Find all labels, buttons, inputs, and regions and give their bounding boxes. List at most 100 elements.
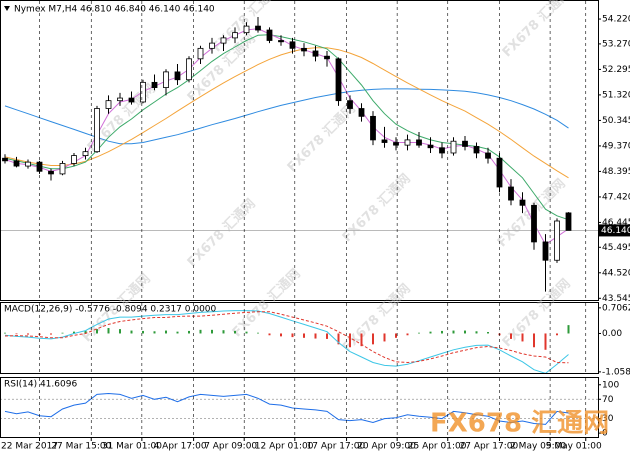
candle-body bbox=[278, 40, 284, 43]
macd-histogram-bar bbox=[211, 329, 213, 334]
candle-body bbox=[105, 100, 112, 109]
macd-histogram-bar bbox=[383, 333, 386, 342]
candle-body bbox=[404, 139, 411, 146]
macd-histogram-bar bbox=[544, 333, 547, 350]
macd-histogram-bar bbox=[199, 329, 202, 334]
macd-histogram-bar bbox=[165, 330, 167, 334]
macd-histogram-bar bbox=[153, 331, 156, 334]
candle-body bbox=[128, 97, 135, 103]
candle-body bbox=[220, 37, 227, 44]
main-plot bbox=[1, 16, 598, 292]
macd-histogram-bar bbox=[222, 330, 225, 334]
candle-body bbox=[255, 25, 261, 31]
macd-histogram-bar bbox=[257, 332, 259, 334]
y-tick-label: 46.445 bbox=[602, 218, 630, 228]
candle-body bbox=[312, 50, 319, 57]
y-tick-label: -1.0589 bbox=[602, 367, 630, 377]
candle-body bbox=[232, 32, 238, 39]
moving-average-line bbox=[4, 34, 569, 221]
y-tick-label: 48.395 bbox=[602, 167, 630, 177]
macd-histogram-bar bbox=[533, 333, 535, 348]
x-tick-label: 27 Mar 15:00 bbox=[51, 442, 111, 452]
x-tick-label: 7 Apr 09:00 bbox=[204, 442, 257, 452]
y-tick-label: 0.00 bbox=[602, 329, 622, 339]
candle-body bbox=[174, 71, 181, 81]
rsi-plot bbox=[1, 392, 598, 425]
y-tick-label: 30 bbox=[602, 414, 614, 424]
macd-histogram-bar bbox=[418, 332, 420, 334]
macd-histogram-bar bbox=[372, 333, 374, 345]
macd-title: MACD(12,26,9) -0.5776 -0.8094 0.2317 0.0… bbox=[4, 305, 217, 315]
x-tick-label: 5 May 01:00 bbox=[546, 442, 602, 452]
x-tick-label: 31 Mar 01:00 bbox=[102, 442, 162, 452]
macd-histogram-bar bbox=[119, 329, 121, 334]
moving-average-line bbox=[4, 47, 569, 179]
macd-histogram-bar bbox=[142, 330, 144, 334]
symbol-icon bbox=[4, 6, 10, 11]
candle-body bbox=[197, 47, 204, 60]
brand-watermark: FX678 汇通网 bbox=[430, 409, 609, 439]
y-tick-label: 51.320 bbox=[602, 90, 630, 100]
macd-histogram-bar bbox=[268, 333, 271, 336]
moving-average-line bbox=[4, 88, 569, 145]
candle-body bbox=[427, 144, 434, 149]
candle-body bbox=[82, 151, 89, 157]
candle-body bbox=[508, 186, 514, 201]
x-tick-label: 20 Apr 09:00 bbox=[357, 442, 416, 452]
candle-body bbox=[243, 25, 250, 34]
macd-histogram-bar bbox=[360, 333, 363, 347]
macd-histogram-bar bbox=[176, 331, 179, 334]
macd-histogram-bar bbox=[84, 330, 87, 334]
moving-average-line bbox=[4, 28, 569, 246]
candle-body bbox=[151, 81, 158, 88]
price-marker-box bbox=[598, 224, 630, 237]
candle-body bbox=[531, 204, 537, 243]
watermark: FX678 汇通网 bbox=[499, 276, 574, 351]
macd-histogram-bar bbox=[245, 331, 248, 334]
y-tick-label: 54.220 bbox=[602, 15, 630, 25]
candle-body bbox=[462, 140, 468, 147]
candle-body bbox=[519, 199, 526, 206]
y-tick-label: 43.545 bbox=[602, 294, 630, 304]
macd-histogram-bar bbox=[406, 333, 409, 336]
watermark: FX678 汇通网 bbox=[339, 171, 414, 246]
candle-body bbox=[335, 58, 342, 102]
watermark: FX678 汇通网 bbox=[284, 101, 359, 176]
candle-body bbox=[289, 41, 296, 49]
macd-histogram-bar bbox=[107, 328, 110, 334]
macd-histogram-bar bbox=[429, 331, 432, 334]
macd-histogram-bar bbox=[291, 333, 294, 338]
candle-body bbox=[439, 147, 445, 154]
macd-line bbox=[4, 311, 569, 364]
watermark: FX678 汇通网 bbox=[499, 0, 574, 60]
candle-body bbox=[347, 100, 353, 109]
macd-histogram-bar bbox=[27, 333, 29, 335]
candle-body bbox=[25, 161, 31, 167]
price-marker-label: 46.140 bbox=[601, 226, 630, 236]
y-tick-label: 0.7062 bbox=[602, 303, 630, 313]
candle-body bbox=[266, 29, 273, 41]
x-tick-label: 27 Apr 17:00 bbox=[460, 442, 519, 452]
chart-title: Nymex M7,H4 46.810 46.840 46.140 46.140 bbox=[14, 5, 215, 15]
macd-histogram-bar bbox=[303, 333, 305, 338]
macd-histogram-bar bbox=[556, 333, 558, 336]
macd-plot bbox=[4, 310, 570, 373]
macd-histogram-bar bbox=[510, 333, 512, 339]
candle-body bbox=[71, 155, 77, 164]
candle-body bbox=[2, 157, 8, 162]
candle-body bbox=[485, 152, 491, 159]
macd-histogram-bar bbox=[475, 331, 478, 334]
candle-body bbox=[450, 140, 457, 154]
candle-body bbox=[59, 163, 66, 175]
y-tick-label: 50.345 bbox=[602, 116, 630, 126]
y-tick-label: 0 bbox=[602, 429, 608, 439]
candle-body bbox=[163, 71, 169, 88]
rsi-title: RSI(14) 41.6096 bbox=[4, 380, 77, 390]
macd-histogram-bar bbox=[441, 330, 443, 334]
macd-histogram-bar bbox=[4, 332, 6, 334]
macd-histogram-bar bbox=[349, 333, 351, 348]
candle-body bbox=[554, 220, 560, 261]
y-tick-label: 45.495 bbox=[602, 243, 630, 253]
